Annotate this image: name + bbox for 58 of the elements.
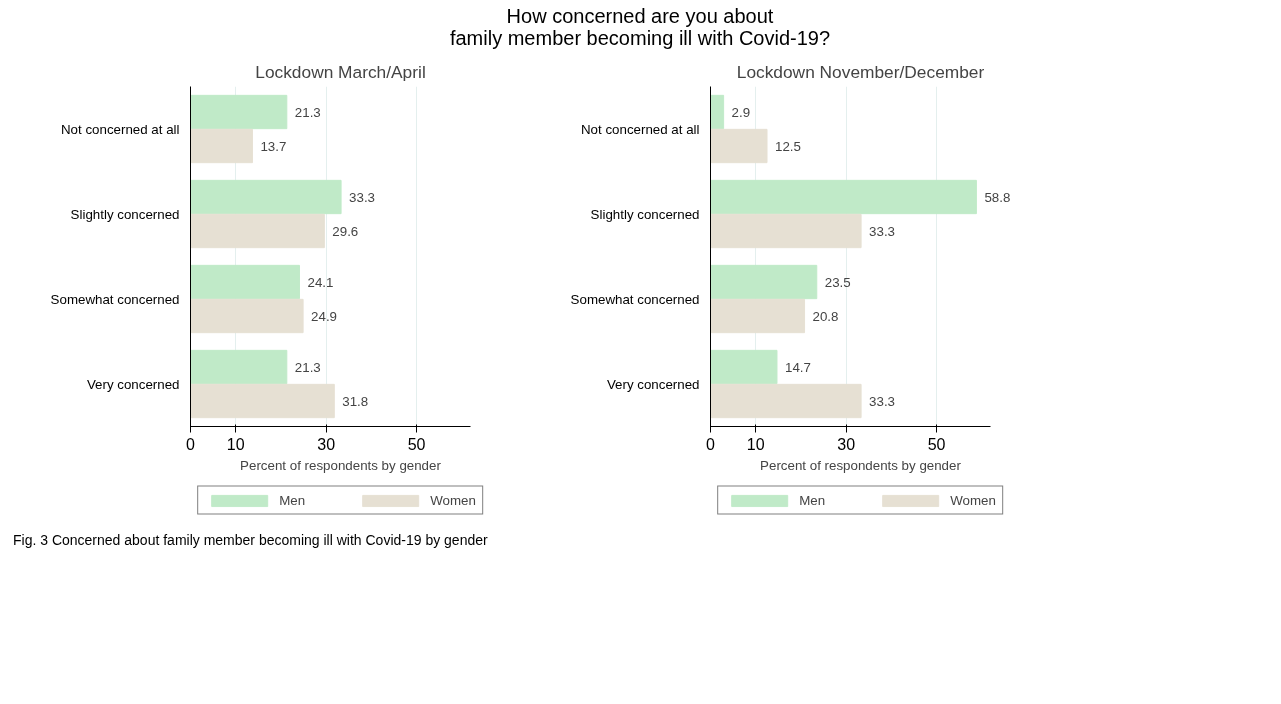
data-label: 29.6 — [332, 223, 359, 239]
bar — [190, 264, 300, 300]
bar — [190, 298, 304, 334]
y-tick-label: Not concerned at all — [60, 121, 180, 137]
bar — [190, 383, 335, 419]
chart-subtitle: Lockdown March/April — [255, 61, 426, 82]
data-label: 14.7 — [784, 359, 811, 375]
bar — [710, 128, 768, 164]
bar — [710, 264, 818, 300]
data-label: 21.3 — [294, 104, 321, 120]
x-tick-label: 30 — [837, 435, 856, 453]
data-label: 12.5 — [775, 138, 801, 154]
y-tick-label: Very concerned — [606, 376, 700, 392]
bar — [710, 298, 806, 334]
bar — [190, 179, 342, 215]
x-tick-label: 0 — [706, 435, 716, 453]
data-label: 24.1 — [307, 274, 334, 290]
x-tick-label: 10 — [226, 435, 245, 453]
data-label: 31.8 — [342, 393, 369, 409]
bar — [190, 349, 288, 385]
bar — [710, 213, 862, 249]
bar — [710, 349, 778, 385]
bar — [710, 94, 725, 130]
bar — [710, 383, 862, 419]
data-label: 33.3 — [869, 393, 896, 409]
text: How concerned are you about family member becoming ill with Covid-19? — [449, 5, 831, 49]
x-tick-label: 30 — [317, 435, 336, 453]
legend-label: Women — [430, 492, 476, 508]
y-tick-label: Not concerned at all — [580, 121, 700, 137]
x-tick-label: 10 — [746, 435, 765, 453]
bar — [190, 128, 253, 164]
data-label: 23.5 — [824, 274, 851, 290]
caption: Fig. 3 Concerned about family member becoming ill with Covid-19 by gender — [13, 531, 488, 550]
data-label: 21.3 — [294, 359, 321, 375]
x-axis-title: Percent of respondents by gender — [240, 457, 442, 473]
data-label: 2.9 — [731, 104, 751, 120]
y-tick-label: Somewhat concerned — [570, 291, 700, 307]
data-label: 13.7 — [260, 138, 287, 154]
data-label: 33.3 — [869, 223, 896, 239]
legend-label: Women — [950, 492, 996, 508]
legend-label: Men — [279, 492, 306, 508]
bar — [710, 179, 977, 215]
legend-label: Men — [799, 492, 826, 508]
x-axis-title: Percent of respondents by gender — [760, 457, 962, 473]
bar — [190, 213, 325, 249]
x-tick-label: 50 — [407, 435, 426, 453]
data-label: 33.3 — [349, 189, 376, 205]
y-tick-label: Slightly concerned — [70, 206, 180, 222]
data-label: 20.8 — [812, 308, 839, 324]
data-label: 24.9 — [311, 308, 338, 324]
y-tick-label: Somewhat concerned — [50, 291, 180, 307]
x-tick-label: 0 — [186, 435, 196, 453]
chart-subtitle: Lockdown November/December — [736, 61, 985, 82]
data-label: 58.8 — [984, 189, 1011, 205]
y-tick-label: Very concerned — [86, 376, 180, 392]
y-tick-label: Slightly concerned — [590, 206, 700, 222]
x-tick-label: 50 — [927, 435, 946, 453]
bar — [190, 94, 288, 130]
